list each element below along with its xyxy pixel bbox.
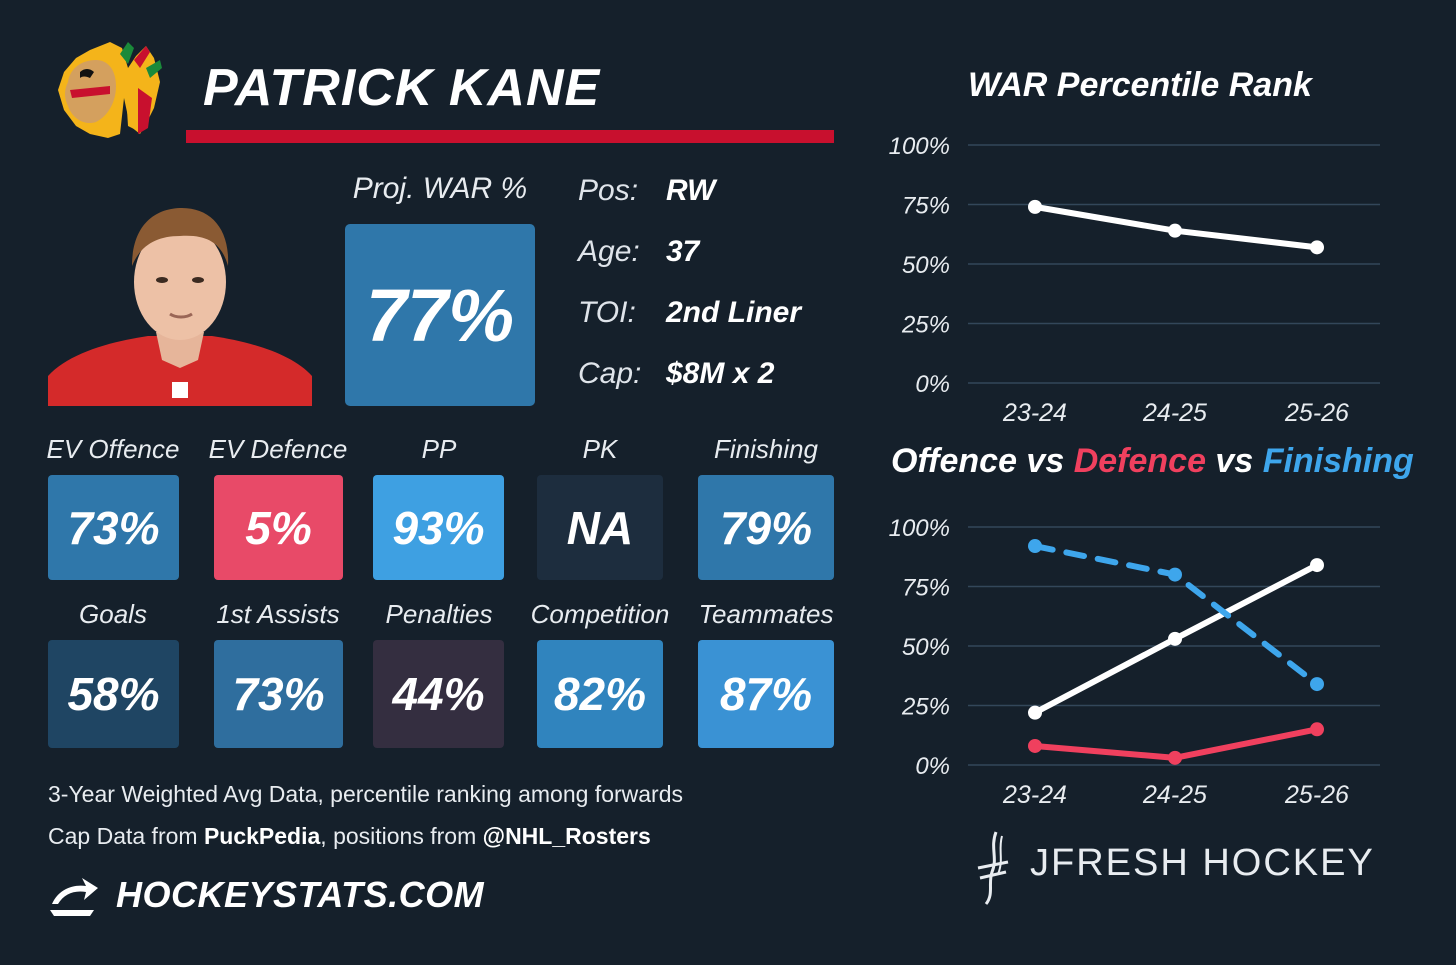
info-key: TOI:: [578, 296, 636, 329]
data-point: [1028, 199, 1042, 214]
chart-title-part: Finishing: [1262, 442, 1414, 480]
info-value: RW: [666, 174, 716, 207]
data-point: [1028, 738, 1042, 753]
series-line: [1032, 543, 1320, 688]
tile-ev-offence: 73%: [48, 475, 179, 580]
footnote-mid: , positions from: [320, 823, 483, 849]
tile-label-competition: Competition: [530, 599, 670, 629]
info-value: 2nd Liner: [666, 296, 802, 329]
data-point: [1168, 567, 1182, 582]
name-underline: [186, 130, 834, 143]
chart-war-title: WAR Percentile Rank: [968, 66, 1312, 104]
jfresh-watermark: JFRESH HOCKEY: [1030, 842, 1375, 884]
x-tick-label: 24-25: [1142, 781, 1207, 809]
info-row-cap: Cap: $8M x 2: [578, 357, 858, 397]
y-tick-label: 0%: [915, 753, 950, 780]
x-tick-label: 25-26: [1284, 781, 1349, 809]
chart-title-part: Defence: [1073, 442, 1206, 480]
tile-label-1st-assists: 1st Assists: [216, 599, 340, 629]
tile-ev-defence: 5%: [214, 475, 343, 580]
hockeystats-brand[interactable]: HOCKEYSTATS.COM: [116, 874, 485, 915]
y-tick-label: 100%: [889, 133, 950, 160]
footnote-prefix: Cap Data from: [48, 823, 204, 849]
info-row-toi: TOI: 2nd Liner: [578, 296, 858, 336]
y-tick-label: 25%: [901, 312, 950, 339]
proj-war-label: Proj. WAR %: [352, 172, 528, 205]
x-tick-label: 25-26: [1284, 399, 1349, 427]
info-value: 37: [666, 235, 700, 268]
nhl-rosters-link[interactable]: @NHL_Rosters: [482, 823, 651, 849]
chart-offence-defence-finishing: 0% 25% 50% 75% 100% 23-24 24-25 25-26: [889, 515, 1380, 809]
y-tick-label: 25%: [901, 694, 950, 721]
tile-label-goals: Goals: [79, 599, 147, 629]
y-tick-label: 75%: [902, 575, 950, 602]
chart-title-part: vs: [1205, 442, 1263, 480]
team-logo: [58, 42, 162, 138]
info-row-age: Age: 37: [578, 235, 858, 275]
data-point: [1310, 240, 1324, 255]
tile-label-teammates: Teammates: [698, 599, 834, 629]
tile-teammates: 87%: [698, 640, 834, 748]
chart-title-part: Offence: [891, 442, 1017, 480]
jfresh-logo-icon: [977, 831, 1009, 905]
tile-1st-assists: 73%: [214, 640, 343, 748]
y-tick-label: 75%: [902, 193, 950, 220]
hockeystats-logo-icon: [50, 878, 98, 916]
tile-penalties: 44%: [373, 640, 504, 748]
y-tick-label: 50%: [902, 634, 950, 661]
info-key: Age:: [578, 235, 640, 268]
tile-competition: 82%: [537, 640, 663, 748]
data-point: [1168, 631, 1182, 646]
tile-pk: NA: [537, 475, 663, 580]
data-point: [1028, 705, 1042, 720]
y-tick-label: 0%: [915, 371, 950, 398]
x-tick-label: 24-25: [1142, 399, 1207, 427]
y-tick-label: 100%: [889, 515, 950, 542]
tile-finishing: 79%: [698, 475, 834, 580]
data-point: [1310, 558, 1324, 573]
footnote-sources: Cap Data from PuckPedia, positions from …: [48, 823, 651, 850]
data-point: [1310, 722, 1324, 737]
tile-label-finishing: Finishing: [713, 434, 819, 464]
chart-title-part: vs: [1016, 442, 1074, 480]
chart-comparison-title: Offence vs Defence vs Finishing: [891, 442, 1414, 481]
chart-war-percentile: 0% 25% 50% 75% 100% 23-24 24-25 25-26: [889, 133, 1380, 427]
data-point: [1168, 223, 1182, 238]
tile-label-ev-offence: EV Offence: [46, 434, 180, 464]
data-point: [1168, 750, 1182, 765]
player-photo: [48, 196, 312, 406]
tile-label-ev-defence: EV Defence: [208, 434, 348, 464]
puckpedia-link[interactable]: PuckPedia: [203, 823, 321, 849]
x-tick-label: 23-24: [1002, 781, 1067, 809]
y-tick-label: 50%: [902, 252, 950, 279]
x-tick-label: 23-24: [1002, 399, 1067, 427]
info-key: Pos:: [578, 174, 639, 207]
info-value: $8M x 2: [666, 357, 775, 390]
data-point: [1310, 677, 1324, 692]
proj-war-value: 77%: [345, 224, 535, 406]
tile-pp: 93%: [373, 475, 504, 580]
player-name: PATRICK KANE: [203, 59, 601, 117]
tile-label-pk: PK: [582, 434, 618, 464]
tile-label-penalties: Penalties: [385, 599, 493, 629]
data-point: [1028, 539, 1042, 554]
tile-goals: 58%: [48, 640, 179, 748]
tile-label-pp: PP: [421, 434, 457, 464]
footnote-data: 3-Year Weighted Avg Data, percentile ran…: [48, 781, 684, 807]
info-row-pos: Pos: RW: [578, 174, 858, 214]
info-key: Cap:: [578, 357, 642, 390]
